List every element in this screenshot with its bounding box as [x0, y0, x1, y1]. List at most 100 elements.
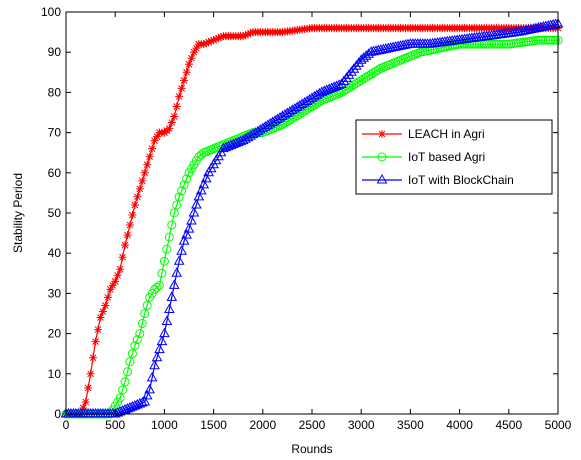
data-point: [245, 130, 256, 140]
data-point: [170, 112, 179, 121]
data-point: [173, 255, 185, 265]
x-tick-label: 4000: [446, 418, 473, 432]
data-point: [127, 349, 137, 359]
data-point: [250, 127, 261, 137]
data-point: [140, 309, 150, 318]
data-point: [533, 35, 543, 45]
y-axis-label: Stability Period: [11, 173, 25, 253]
data-point: [134, 397, 146, 408]
data-point: [181, 229, 192, 239]
data-point: [223, 140, 234, 151]
data-point: [129, 399, 141, 410]
data-point: [341, 84, 351, 94]
data-point: [79, 403, 88, 412]
data-point: [135, 184, 144, 193]
data-point: [216, 33, 225, 42]
data-point: [338, 75, 350, 85]
data-point: [106, 285, 115, 294]
data-point: [109, 407, 121, 418]
data-point: [189, 48, 198, 57]
data-point: [128, 211, 137, 220]
data-point: [326, 82, 338, 92]
x-tick-label: 2500: [299, 418, 326, 432]
data-point: [196, 150, 206, 160]
data-point: [373, 65, 383, 75]
data-point: [282, 107, 293, 118]
data-point: [346, 66, 357, 76]
data-point: [242, 131, 254, 142]
data-point: [279, 108, 291, 119]
data-point: [178, 235, 190, 245]
y-tick-label: 50: [48, 206, 62, 220]
data-point: [247, 128, 259, 139]
data-point: [143, 160, 152, 169]
data-point: [284, 105, 296, 116]
data-point: [356, 75, 366, 85]
x-tick-label: 500: [105, 418, 125, 432]
data-point: [179, 180, 189, 190]
data-point: [86, 369, 95, 378]
data-point: [494, 39, 504, 49]
data-point: [225, 139, 237, 150]
data-point: [169, 208, 179, 218]
legend-marker: [378, 130, 386, 138]
data-point: [252, 125, 264, 136]
data-point: [239, 32, 248, 41]
data-point: [81, 397, 90, 406]
data-point: [551, 35, 561, 45]
data-point: [199, 40, 208, 49]
data-point: [232, 136, 244, 147]
data-point: [257, 122, 269, 133]
data-point: [154, 280, 164, 290]
data-point: [241, 31, 250, 40]
data-point: [366, 69, 376, 79]
data-point: [113, 271, 122, 280]
x-tick-label: 4500: [495, 418, 522, 432]
legend-marker: [377, 152, 387, 162]
data-point: [499, 39, 509, 49]
data-point: [166, 291, 178, 301]
data-point: [127, 400, 138, 411]
data-point: [182, 174, 192, 184]
data-point: [132, 335, 142, 345]
data-point: [202, 39, 211, 48]
data-point: [141, 389, 153, 400]
data-point: [200, 172, 212, 183]
data-point: [289, 102, 301, 113]
data-point: [101, 301, 110, 310]
data-point: [348, 63, 360, 73]
data-point: [349, 80, 359, 90]
data-point: [139, 395, 151, 406]
data-point: [153, 132, 162, 141]
data-point: [286, 104, 298, 114]
data-point: [353, 57, 365, 67]
data-point: [311, 89, 323, 99]
data-point: [122, 402, 133, 413]
data-point: [96, 313, 105, 322]
data-point: [123, 367, 132, 377]
data-point: [467, 39, 477, 49]
data-point: [296, 98, 308, 108]
data-point: [336, 78, 347, 88]
data-point: [344, 83, 354, 93]
data-point: [363, 48, 374, 58]
data-point: [318, 85, 330, 95]
data-point: [111, 277, 120, 286]
data-point: [350, 60, 362, 70]
data-point: [149, 359, 160, 370]
data-point: [164, 232, 174, 242]
data-point: [123, 231, 132, 240]
data-point: [165, 124, 174, 133]
data-point: [124, 401, 136, 412]
data-point: [538, 35, 548, 45]
data-point: [167, 118, 176, 127]
data-point: [341, 72, 352, 82]
data-point: [351, 78, 361, 88]
data-point: [269, 115, 281, 125]
data-point: [125, 221, 134, 230]
data-point: [145, 152, 154, 161]
data-point: [162, 244, 172, 254]
data-point: [198, 178, 210, 189]
data-point: [137, 319, 147, 329]
